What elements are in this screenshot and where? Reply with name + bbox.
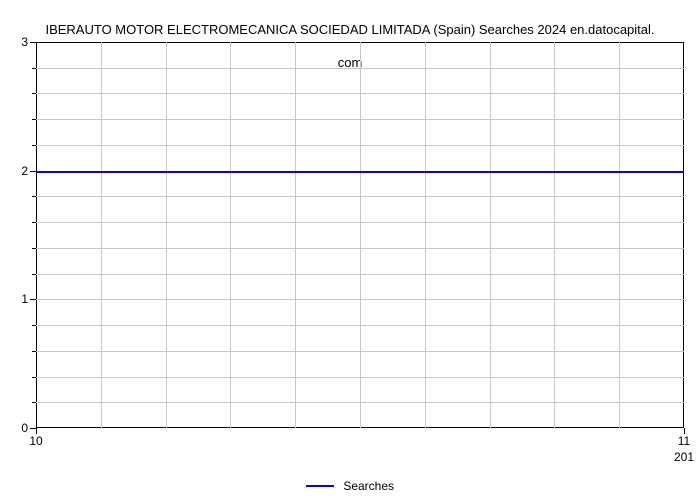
y-minor-tick: [32, 119, 36, 120]
gridline-vertical: [166, 42, 167, 428]
gridline-vertical: [295, 42, 296, 428]
gridline-horizontal: [36, 68, 684, 69]
gridline-horizontal: [36, 274, 684, 275]
y-minor-tick: [32, 377, 36, 378]
gridline-horizontal: [36, 402, 684, 403]
y-minor-tick: [32, 68, 36, 69]
gridline-horizontal: [36, 93, 684, 94]
legend: Searches: [0, 478, 700, 493]
plot-area: 01231011201: [36, 42, 684, 428]
gridline-vertical: [554, 42, 555, 428]
x-sub-label: 201: [674, 428, 694, 464]
y-minor-tick: [32, 274, 36, 275]
y-minor-tick: [32, 222, 36, 223]
gridline-horizontal-major: [36, 299, 684, 300]
y-minor-tick: [32, 145, 36, 146]
chart-title-line1: IBERAUTO MOTOR ELECTROMECANICA SOCIEDAD …: [45, 22, 654, 37]
gridline-vertical: [230, 42, 231, 428]
y-minor-tick: [32, 248, 36, 249]
x-tick-label: 10: [29, 428, 42, 448]
legend-swatch: [306, 485, 334, 487]
y-tick-label: 2: [21, 164, 36, 178]
series-line: [36, 171, 684, 173]
y-minor-tick: [32, 402, 36, 403]
gridline-vertical: [101, 42, 102, 428]
gridline-vertical: [425, 42, 426, 428]
y-minor-tick: [32, 325, 36, 326]
gridline-horizontal: [36, 196, 684, 197]
gridline-horizontal: [36, 377, 684, 378]
gridline-horizontal: [36, 351, 684, 352]
gridline-vertical: [619, 42, 620, 428]
y-tick-label: 1: [21, 292, 36, 306]
gridline-horizontal: [36, 325, 684, 326]
y-tick-label: 3: [21, 35, 36, 49]
gridline-horizontal: [36, 222, 684, 223]
y-minor-tick: [32, 93, 36, 94]
gridline-horizontal: [36, 145, 684, 146]
gridline-vertical: [360, 42, 361, 428]
y-minor-tick: [32, 351, 36, 352]
gridline-horizontal: [36, 119, 684, 120]
chart-container: IBERAUTO MOTOR ELECTROMECANICA SOCIEDAD …: [0, 0, 700, 500]
y-minor-tick: [32, 196, 36, 197]
gridline-horizontal: [36, 248, 684, 249]
gridline-vertical: [490, 42, 491, 428]
legend-label: Searches: [343, 479, 394, 493]
